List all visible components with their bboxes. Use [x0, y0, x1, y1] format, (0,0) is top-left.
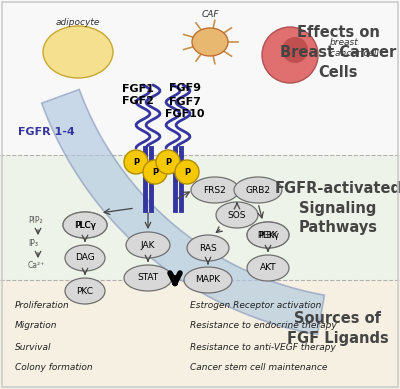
- Text: SOS: SOS: [228, 210, 246, 219]
- Text: P: P: [152, 168, 158, 177]
- Ellipse shape: [247, 222, 289, 248]
- Text: Ca²⁺: Ca²⁺: [28, 261, 45, 270]
- Text: adipocyte: adipocyte: [56, 18, 100, 26]
- Ellipse shape: [63, 212, 107, 238]
- Polygon shape: [42, 89, 324, 335]
- Text: RAS: RAS: [199, 244, 217, 252]
- Text: FGFR-activated
Signaling
Pathways: FGFR-activated Signaling Pathways: [274, 181, 400, 235]
- Ellipse shape: [124, 265, 172, 291]
- Text: DAG: DAG: [75, 254, 95, 263]
- Text: P: P: [184, 168, 190, 177]
- Text: Estrogen Receptor activation: Estrogen Receptor activation: [190, 300, 321, 310]
- Circle shape: [282, 37, 308, 63]
- Ellipse shape: [247, 222, 289, 248]
- Ellipse shape: [43, 26, 113, 78]
- Text: MAPK: MAPK: [196, 275, 220, 284]
- Text: JAK: JAK: [141, 240, 155, 249]
- Ellipse shape: [247, 255, 289, 281]
- Text: Cancer stem cell maintenance: Cancer stem cell maintenance: [190, 363, 327, 373]
- Text: STAT: STAT: [138, 273, 158, 282]
- Text: Resistance to anti-VEGF therapy: Resistance to anti-VEGF therapy: [190, 342, 336, 352]
- Ellipse shape: [234, 177, 282, 203]
- Text: Sources of
FGF Ligands: Sources of FGF Ligands: [287, 311, 389, 346]
- Ellipse shape: [63, 212, 107, 238]
- Circle shape: [175, 160, 199, 184]
- Text: Resistance to endocrine therapy: Resistance to endocrine therapy: [190, 321, 337, 331]
- Ellipse shape: [65, 245, 105, 271]
- Bar: [0, 155, 400, 285]
- Ellipse shape: [216, 202, 258, 228]
- Circle shape: [262, 27, 318, 83]
- Text: Survival: Survival: [15, 342, 52, 352]
- Text: P: P: [165, 158, 171, 166]
- Text: P: P: [133, 158, 139, 166]
- Ellipse shape: [65, 278, 105, 304]
- Text: PLCγ: PLCγ: [74, 221, 96, 230]
- Text: Colony formation: Colony formation: [15, 363, 93, 373]
- Text: PKC: PKC: [76, 287, 94, 296]
- Circle shape: [143, 160, 167, 184]
- Circle shape: [156, 150, 180, 174]
- Ellipse shape: [192, 28, 228, 56]
- Text: FGFR 1-4: FGFR 1-4: [18, 127, 75, 137]
- Ellipse shape: [126, 232, 170, 258]
- Text: AKT: AKT: [260, 263, 276, 273]
- Bar: [0, 0, 400, 155]
- Text: PI3Kγ: PI3Kγ: [257, 231, 279, 240]
- Bar: [0, 280, 400, 389]
- Ellipse shape: [191, 177, 239, 203]
- Text: Effects on
Breast Cancer
Cells: Effects on Breast Cancer Cells: [280, 25, 396, 80]
- Ellipse shape: [187, 235, 229, 261]
- Text: FGF7
FGF10: FGF7 FGF10: [165, 97, 205, 119]
- Text: PI3K: PI3K: [258, 231, 278, 240]
- Text: PLCγ: PLCγ: [75, 221, 95, 230]
- Text: GRB2: GRB2: [246, 186, 270, 194]
- Text: breast
cancer cell: breast cancer cell: [330, 38, 379, 58]
- Text: FGF9: FGF9: [169, 83, 201, 93]
- Text: IP₃: IP₃: [28, 238, 38, 247]
- Text: FGF1
FGF2: FGF1 FGF2: [122, 84, 154, 106]
- Text: PIP₂: PIP₂: [28, 216, 43, 224]
- Text: Proliferation: Proliferation: [15, 300, 70, 310]
- Text: CAF: CAF: [201, 9, 219, 19]
- Text: Migration: Migration: [15, 321, 58, 331]
- Text: FRS2: FRS2: [204, 186, 226, 194]
- Circle shape: [124, 150, 148, 174]
- Ellipse shape: [184, 267, 232, 293]
